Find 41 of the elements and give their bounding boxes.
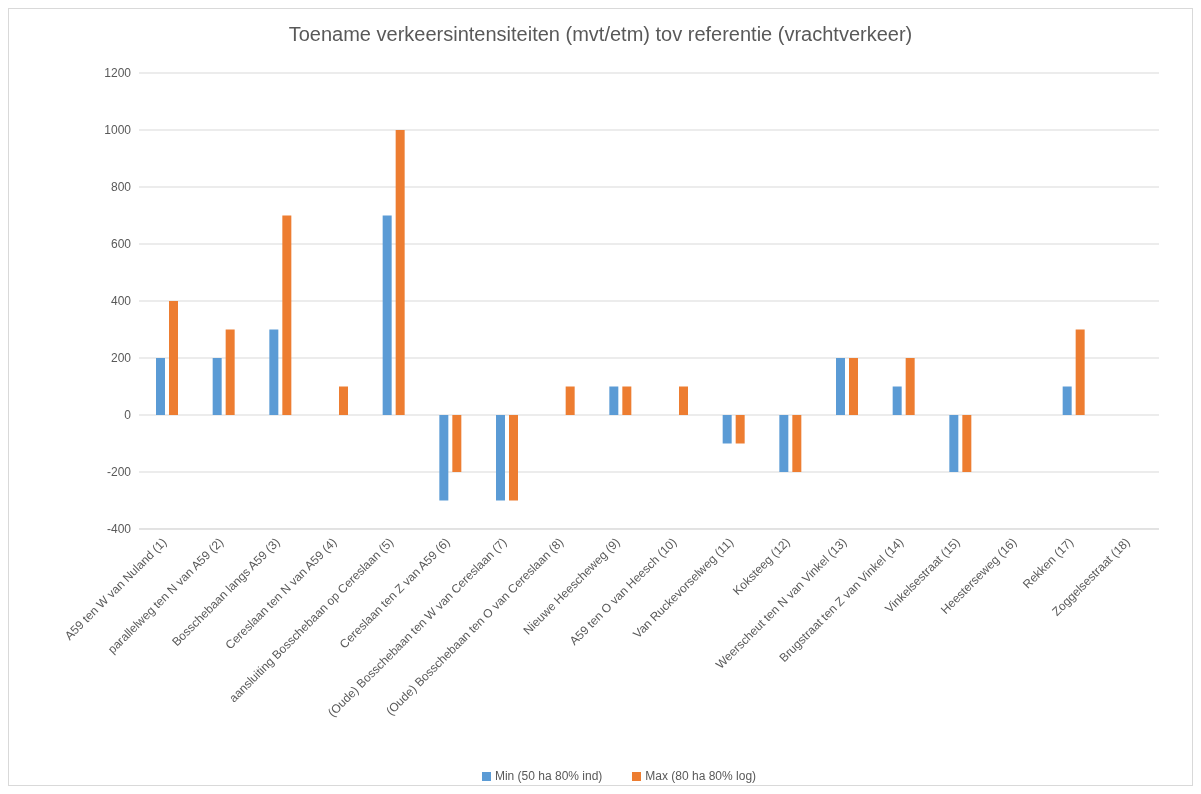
y-tick-label: 400 xyxy=(110,294,132,309)
y-tick-label: 1200 xyxy=(104,66,132,81)
bar xyxy=(439,415,449,501)
bar xyxy=(905,358,915,415)
bar xyxy=(156,358,165,415)
bar xyxy=(722,415,732,444)
legend-label: Max (80 ha 80% log) xyxy=(645,769,757,783)
bar xyxy=(892,386,902,415)
bar xyxy=(339,386,348,415)
bar xyxy=(949,415,959,472)
y-tick-label: -400 xyxy=(106,522,132,537)
bar xyxy=(169,301,178,415)
chart-title: Toename verkeersintensiteiten (mvt/etm) tov referentie (vrachtverkeer) xyxy=(287,22,914,47)
bar xyxy=(395,130,405,415)
y-tick-label: 0 xyxy=(124,408,132,423)
bar xyxy=(792,415,802,472)
bar xyxy=(452,415,462,472)
bar xyxy=(622,386,632,415)
bar xyxy=(609,386,619,415)
bar xyxy=(269,329,279,415)
bar xyxy=(382,215,392,415)
y-tick-label: 800 xyxy=(110,180,132,195)
bar xyxy=(282,215,292,415)
bar xyxy=(735,415,745,444)
bar xyxy=(849,358,858,415)
bar xyxy=(679,386,688,415)
bar xyxy=(212,358,222,415)
bar xyxy=(565,386,575,415)
bar xyxy=(509,415,518,501)
bar xyxy=(1062,386,1072,415)
y-tick-label: 200 xyxy=(110,351,132,366)
y-tick-label: -200 xyxy=(106,465,132,480)
bar xyxy=(836,358,845,415)
y-tick-label: 600 xyxy=(110,237,132,252)
bar xyxy=(962,415,972,472)
bar xyxy=(779,415,789,472)
bar xyxy=(496,415,505,501)
bar xyxy=(1075,329,1085,415)
legend-label: Min (50 ha 80% ind) xyxy=(494,769,603,783)
y-tick-label: 1000 xyxy=(104,123,132,138)
bar xyxy=(225,329,235,415)
